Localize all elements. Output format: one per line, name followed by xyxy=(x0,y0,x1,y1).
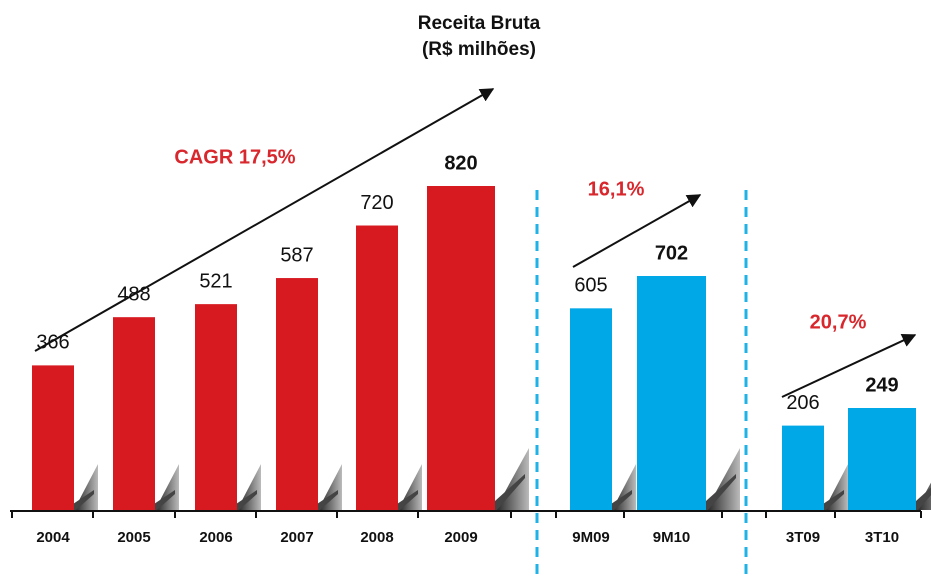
value-label: 206 xyxy=(786,392,819,414)
value-label: 521 xyxy=(199,270,232,292)
bar xyxy=(276,278,318,510)
bar xyxy=(782,425,824,510)
value-label: 820 xyxy=(444,152,477,174)
value-label: 605 xyxy=(574,275,607,297)
annotation: 16,1% xyxy=(588,178,645,200)
x-tick-label: 9M10 xyxy=(653,529,691,546)
bar-shadow xyxy=(612,464,636,510)
x-tick-label: 2005 xyxy=(117,529,150,546)
x-tick-label: 2006 xyxy=(199,529,232,546)
bar xyxy=(32,365,74,510)
bar xyxy=(356,225,398,510)
x-tick-label: 2007 xyxy=(280,529,313,546)
value-label: 720 xyxy=(360,192,393,214)
bar-shadow xyxy=(155,464,179,510)
bar-shadow xyxy=(824,464,848,510)
bar xyxy=(570,308,612,510)
bar-shadow xyxy=(398,464,422,510)
x-tick-label: 2004 xyxy=(36,529,70,546)
bar xyxy=(195,304,237,510)
x-tick-label: 2008 xyxy=(360,529,393,546)
value-label: 366 xyxy=(36,332,69,354)
value-label: 702 xyxy=(655,242,688,264)
bar-shadow xyxy=(74,464,98,510)
bar-shadow xyxy=(237,464,261,510)
x-tick-label: 3T10 xyxy=(865,529,899,546)
trend-arrow xyxy=(572,194,702,268)
annotation: CAGR 17,5% xyxy=(174,146,295,168)
value-label: 249 xyxy=(865,374,898,396)
trend-arrow xyxy=(34,88,495,352)
bar xyxy=(637,276,706,510)
x-tick-label: 9M09 xyxy=(572,529,610,546)
x-tick-label: 3T09 xyxy=(786,529,820,546)
trend-arrow xyxy=(781,333,917,398)
bar xyxy=(848,408,916,510)
chart-subtitle: (R$ milhões) xyxy=(422,39,536,60)
bar xyxy=(113,317,155,510)
bar xyxy=(427,186,495,510)
chart-title: Receita Bruta xyxy=(418,13,541,34)
value-label: 488 xyxy=(117,283,150,305)
value-label: 587 xyxy=(280,244,313,266)
annotation: 20,7% xyxy=(810,311,867,333)
bar-shadow xyxy=(318,464,342,510)
x-tick-label: 2009 xyxy=(444,529,477,546)
